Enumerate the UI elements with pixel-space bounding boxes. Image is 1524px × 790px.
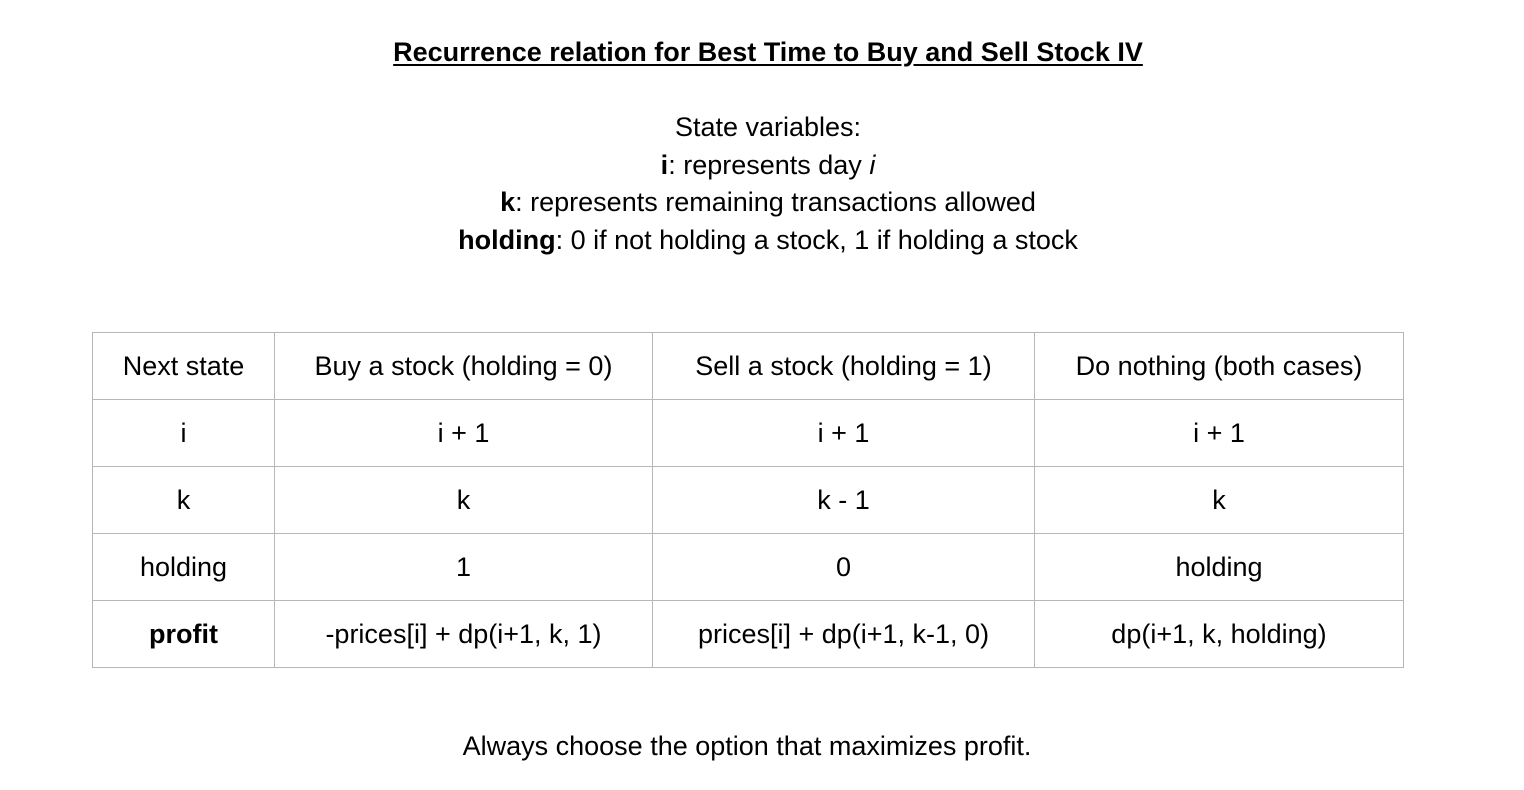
state-variable-separator: : [515, 187, 523, 217]
state-variable-description: represents day [675, 149, 870, 180]
state-variable-k: k: represents remaining transactions all… [0, 184, 1524, 222]
state-variable-description: 0 if not holding a stock, 1 if holding a… [563, 224, 1078, 255]
table-cell: i + 1 [652, 399, 1035, 467]
table-row: k k k - 1 k [92, 466, 1404, 534]
table-header-row: Next state Buy a stock (holding = 0) Sel… [92, 332, 1404, 400]
row-label-cell: i [92, 399, 275, 467]
table-cell: k [1034, 466, 1404, 534]
table-cell: holding [1034, 533, 1404, 601]
table-cell: i + 1 [274, 399, 653, 467]
state-variable-separator: : [555, 224, 564, 255]
row-label-cell: k [92, 466, 275, 534]
table-header-cell: Do nothing (both cases) [1034, 332, 1404, 400]
state-variable-description: represents remaining transactions allowe… [522, 187, 1036, 217]
table-header-cell: Sell a stock (holding = 1) [652, 332, 1035, 400]
row-label-cell: holding [92, 533, 275, 601]
table-row: profit -prices[i] + dp(i+1, k, 1) prices… [92, 600, 1404, 668]
table-cell: prices[i] + dp(i+1, k-1, 0) [652, 600, 1035, 668]
state-variable-separator: : [668, 149, 676, 180]
table-cell: dp(i+1, k, holding) [1034, 600, 1404, 668]
table-cell: k - 1 [652, 466, 1035, 534]
state-variable-i: i: represents day i [0, 147, 1524, 185]
document-title: Recurrence relation for Best Time to Buy… [393, 37, 1143, 67]
row-label-cell: profit [92, 600, 275, 668]
state-variable-holding: holding: 0 if not holding a stock, 1 if … [0, 222, 1524, 260]
table-cell: i + 1 [1034, 399, 1404, 467]
table-row: i i + 1 i + 1 i + 1 [92, 399, 1404, 467]
table-row: holding 1 0 holding [92, 533, 1404, 601]
table-cell: 0 [652, 533, 1035, 601]
state-variable-description-italic: i [869, 149, 876, 180]
table-cell: 1 [274, 533, 653, 601]
table-header-cell: Next state [92, 332, 275, 400]
table-cell: k [274, 466, 653, 534]
footer-note: Always choose the option that maximizes … [462, 731, 1032, 761]
state-variable-name: holding [458, 224, 556, 255]
state-variable-name: k [500, 187, 516, 217]
recurrence-table: Next state Buy a stock (holding = 0) Sel… [92, 332, 1404, 668]
state-variables-section: State variables: i: represents day i k: … [0, 109, 1524, 259]
table-cell: -prices[i] + dp(i+1, k, 1) [274, 600, 653, 668]
state-variables-heading: State variables: [674, 112, 862, 142]
state-variable-name: i [660, 149, 669, 180]
table-header-cell: Buy a stock (holding = 0) [274, 332, 653, 400]
